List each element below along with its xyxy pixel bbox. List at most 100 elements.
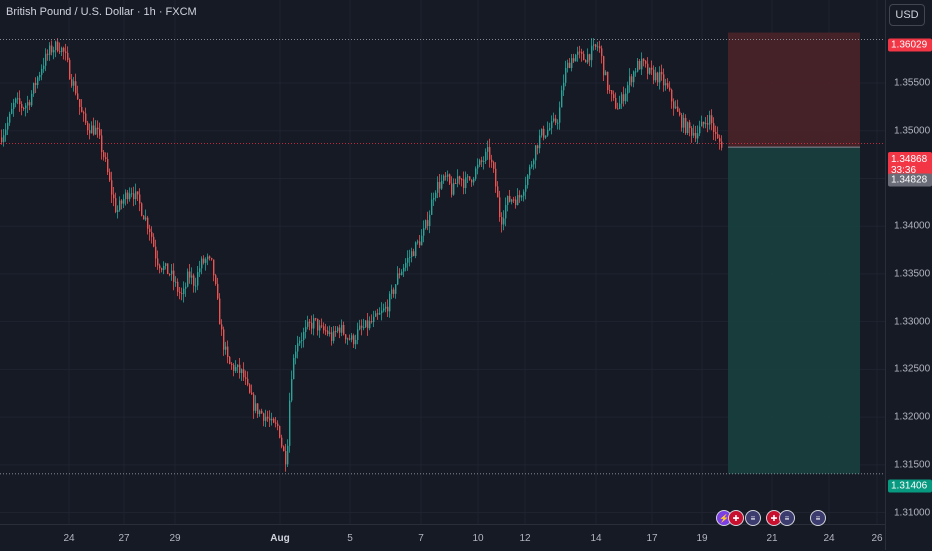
candle-body: [31, 93, 33, 106]
candle-body: [235, 367, 237, 371]
candle-body: [501, 216, 503, 225]
candle-body: [451, 183, 453, 195]
uk-flag-icon[interactable]: ✚: [728, 510, 744, 526]
candle-body: [567, 62, 569, 68]
candle-body: [459, 176, 461, 180]
price-chart[interactable]: [0, 0, 885, 524]
candle-body: [661, 71, 663, 75]
candle-body: [369, 321, 371, 329]
candle-body: [91, 125, 93, 134]
time-tick: 12: [519, 533, 531, 544]
candle-body: [445, 175, 447, 177]
candle-body: [659, 71, 661, 83]
candle-body: [125, 192, 127, 200]
candle-body: [303, 331, 305, 341]
candle-body: [559, 107, 561, 123]
candle-body: [317, 318, 319, 331]
candle-body: [423, 228, 425, 236]
candle-body: [375, 313, 377, 317]
candle-body: [667, 83, 669, 88]
candle-body: [237, 364, 239, 368]
candle-body: [517, 195, 519, 206]
us-flag-icon[interactable]: ≡: [810, 510, 826, 526]
candle-body: [693, 132, 695, 136]
candle-body: [5, 129, 7, 136]
price-tick: 1.31000: [894, 507, 931, 519]
candle-body: [635, 71, 637, 73]
candle-body: [205, 259, 207, 263]
candle-body: [179, 291, 181, 294]
candle-body: [599, 46, 601, 49]
candle-body: [285, 451, 287, 465]
candle-body: [531, 164, 533, 168]
time-tick: 14: [590, 533, 602, 544]
candle-body: [623, 94, 625, 102]
chart-area[interactable]: British Pound / U.S. Dollar · 1h · FXCM: [0, 0, 885, 524]
candle-body: [711, 115, 713, 124]
candle-body: [587, 54, 589, 63]
candle-body: [561, 90, 563, 108]
candle-body: [207, 256, 209, 260]
time-axis[interactable]: 24 27 29 Aug 5 7 10 12 14 17 19 21 24 26: [0, 524, 885, 551]
candle-body: [619, 103, 621, 109]
candle-body: [377, 313, 379, 315]
symbol-title: British Pound / U.S. Dollar · 1h · FXCM: [6, 6, 197, 18]
candle-body: [421, 235, 423, 246]
currency-button[interactable]: USD: [889, 4, 925, 26]
candle-body: [107, 158, 109, 173]
price-tick: 1.32500: [894, 363, 931, 375]
candle-body: [93, 125, 95, 135]
candle-body: [507, 195, 509, 205]
candle-body: [71, 79, 73, 86]
candle-body: [65, 51, 67, 53]
candle-body: [185, 286, 187, 289]
candle-body: [481, 160, 483, 162]
us-flag-icon[interactable]: ≡: [779, 510, 795, 526]
candle-body: [215, 275, 217, 284]
time-tick: 27: [118, 533, 130, 544]
candle-body: [213, 259, 215, 276]
candle-body: [121, 200, 123, 204]
candle-body: [413, 251, 415, 257]
candle-body: [579, 51, 581, 53]
candle-body: [117, 210, 119, 212]
candle-body: [399, 273, 401, 275]
candle-body: [705, 123, 707, 125]
candle-body: [565, 67, 567, 83]
candle-body: [581, 52, 583, 54]
us-flag-icon[interactable]: ≡: [745, 510, 761, 526]
candle-body: [13, 102, 15, 109]
candle-body: [443, 175, 445, 181]
candle-body: [551, 121, 553, 129]
candle-body: [463, 179, 465, 189]
candle-body: [79, 99, 81, 108]
candle-body: [545, 135, 547, 138]
candle-body: [273, 418, 275, 423]
candle-body: [597, 46, 599, 48]
candle-body: [55, 41, 57, 51]
candle-body: [243, 369, 245, 378]
candle-body: [629, 76, 631, 86]
candle-body: [211, 257, 213, 260]
candle-body: [521, 195, 523, 198]
candle-body: [41, 68, 43, 75]
candle-body: [719, 138, 721, 142]
candle-body: [197, 272, 199, 286]
candle-body: [137, 191, 139, 195]
candle-body: [673, 101, 675, 109]
candle-body: [425, 220, 427, 229]
candle-body: [471, 179, 473, 183]
candle-body: [77, 93, 79, 100]
candle-body: [529, 167, 531, 176]
candle-body: [589, 54, 591, 61]
candle-body: [123, 199, 125, 204]
candle-body: [349, 338, 351, 340]
price-axis[interactable]: 1.355001.350001.345001.340001.335001.330…: [885, 0, 932, 550]
candle-body: [373, 316, 375, 322]
candle-body: [403, 267, 405, 272]
candle-body: [679, 111, 681, 115]
candle-body: [519, 195, 521, 198]
candle-body: [183, 288, 185, 294]
stop-price-label: 1.36029: [888, 38, 932, 52]
candle-body: [603, 56, 605, 76]
